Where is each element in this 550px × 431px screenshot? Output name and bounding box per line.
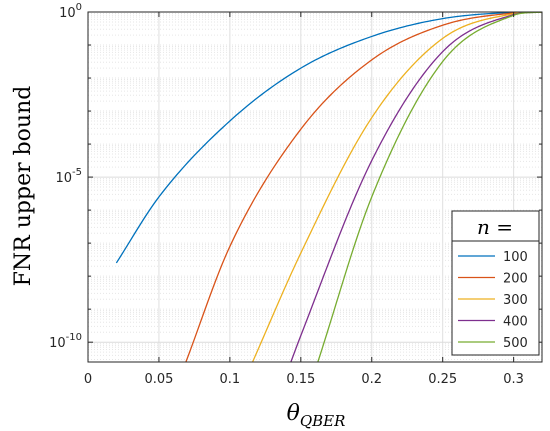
legend-item-100: 100 <box>458 250 528 265</box>
legend-label: 500 <box>503 336 528 351</box>
series-line-400 <box>290 12 542 362</box>
x-tick-label: 0.3 <box>503 372 524 387</box>
legend-label: 300 <box>503 293 528 308</box>
x-tick-label: 0 <box>84 372 92 387</box>
x-tick-label: 0.15 <box>286 372 315 387</box>
series-line-300 <box>251 12 542 362</box>
x-axis-label-symbol: θ <box>287 401 300 426</box>
legend-item-500: 500 <box>458 336 528 351</box>
series-line-200 <box>185 12 542 362</box>
x-axis-label: θQBER <box>287 401 346 430</box>
legend-label: 400 <box>503 315 528 330</box>
legend-label: 100 <box>503 250 528 265</box>
legend-item-400: 400 <box>458 315 528 330</box>
axes <box>87 11 543 363</box>
y-tick-label: 10-5 <box>56 167 83 186</box>
y-tick-label: 10-10 <box>49 332 82 351</box>
x-tick-label: 0.2 <box>361 372 382 387</box>
y-tick-label: 100 <box>59 2 82 21</box>
x-tick-label: 0.1 <box>220 372 241 387</box>
legend-item-300: 300 <box>458 293 528 308</box>
legend-title: n = <box>477 215 513 239</box>
plot-area <box>115 12 542 362</box>
x-tick-label: 0.05 <box>144 372 173 387</box>
axes-box <box>87 11 543 363</box>
y-axis-label: FNR upper bound <box>11 86 36 287</box>
legend-box <box>451 210 540 356</box>
grid <box>87 11 542 362</box>
legend: n = 100 200 300 400 500 <box>451 210 540 356</box>
tick-labels: 0 0.05 0.1 0.15 0.2 0.25 0.3 100 10-5 10-10 <box>49 2 524 387</box>
x-axis-label-subscript: QBER <box>300 412 346 430</box>
legend-items: 100 200 300 400 500 <box>458 250 528 351</box>
x-tick-label: 0.25 <box>428 372 457 387</box>
legend-item-200: 200 <box>458 272 528 287</box>
series-line-100 <box>115 12 542 264</box>
series-line-500 <box>317 12 542 362</box>
legend-label: 200 <box>503 272 528 287</box>
